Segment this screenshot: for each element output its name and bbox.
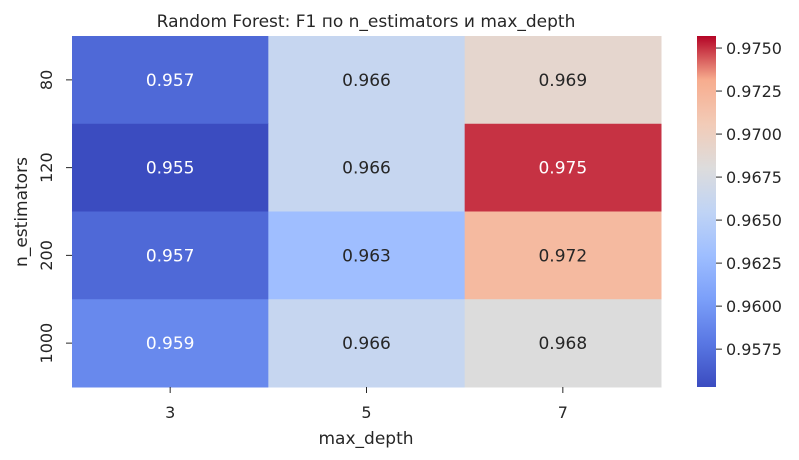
x-axis-label: max_depth xyxy=(318,429,413,449)
colorbar-tick-label: 0.9625 xyxy=(726,254,782,273)
cell-value-label: 0.963 xyxy=(342,246,391,266)
heatmap-cells: 0.957 0.966 0.969 0.955 0.966 0.975 0.957 0.963… xyxy=(72,36,662,388)
y-tick-label: 120 xyxy=(37,152,56,183)
colorbar xyxy=(697,36,716,387)
cell-value-label: 0.968 xyxy=(538,334,587,354)
colorbar-ticks: 0.9575 0.9600 0.9625 0.9650 0.9675 0.9700 0.97… xyxy=(716,39,782,359)
y-tick-label: 1000 xyxy=(37,323,56,364)
cell-value-label: 0.966 xyxy=(342,71,391,91)
cell-value-label: 0.966 xyxy=(342,334,391,354)
x-axis-ticks: 3 5 7 xyxy=(165,387,568,422)
heatmap-cell xyxy=(268,36,466,125)
colorbar-tick-label: 0.9750 xyxy=(726,39,782,58)
heatmap-cell xyxy=(72,211,269,300)
cell-value-label: 0.975 xyxy=(538,159,587,179)
cell-value-label: 0.959 xyxy=(146,334,195,354)
colorbar-tick-label: 0.9650 xyxy=(726,211,782,230)
cell-value-label: 0.957 xyxy=(146,71,195,91)
x-tick-label: 3 xyxy=(165,403,175,422)
colorbar-tick-label: 0.9600 xyxy=(726,297,782,316)
x-tick-label: 5 xyxy=(361,403,371,422)
cell-value-label: 0.969 xyxy=(538,71,587,91)
heatmap-cell xyxy=(72,123,269,212)
y-tick-label: 200 xyxy=(37,240,56,271)
cell-value-label: 0.957 xyxy=(146,246,195,266)
heatmap-cell xyxy=(72,36,269,125)
heatmap-cell xyxy=(268,123,466,212)
heatmap-cell xyxy=(464,36,662,125)
colorbar-tick-label: 0.9675 xyxy=(726,168,782,187)
cell-value-label: 0.966 xyxy=(342,159,391,179)
heatmap-cell xyxy=(464,211,662,300)
y-axis-ticks: 80 120 200 1000 xyxy=(37,70,72,364)
cell-value-label: 0.972 xyxy=(538,246,587,266)
cell-value-label: 0.955 xyxy=(146,159,195,179)
colorbar-tick-label: 0.9575 xyxy=(726,340,782,359)
colorbar-tick-label: 0.9725 xyxy=(726,82,782,101)
heatmap-cell xyxy=(268,211,466,300)
x-tick-label: 7 xyxy=(558,403,568,422)
heatmap-cell xyxy=(464,299,662,388)
chart-title: Random Forest: F1 по n_estimators и max_… xyxy=(157,12,576,32)
colorbar-tick-label: 0.9700 xyxy=(726,125,782,144)
heatmap-cell xyxy=(464,123,662,212)
y-tick-label: 80 xyxy=(37,70,56,90)
heatmap-cell xyxy=(72,299,269,388)
heatmap-cell xyxy=(268,299,466,388)
y-axis-label: n_estimators xyxy=(12,157,32,267)
